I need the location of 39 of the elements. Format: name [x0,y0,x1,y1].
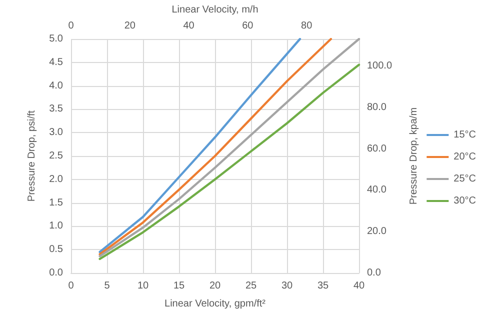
x2-tick-label: 40 [183,20,195,32]
y-axis-title: Pressure Drop, psi/ft [26,110,38,202]
x2-tick-label: 0 [68,20,74,32]
x-tick-label: 40 [353,280,365,292]
y-tick-label: 3.0 [49,127,64,138]
y-tick-label: 2.5 [49,150,64,162]
x-tick-label: 10 [137,280,149,292]
y-tick-label: 4.5 [49,56,64,68]
y-tick-label: 2.0 [49,174,64,185]
x2-tick-label: 80 [301,20,313,32]
y2-axis-title: Pressure Drop, kpa/m [408,107,420,205]
x-tick-label: 25 [245,280,257,292]
x-tick-label: 35 [317,280,329,292]
x2-axis-title: Linear Velocity, m/h [172,4,258,16]
legend-label: 15°C [454,130,476,140]
x-tick-label: 20 [209,280,221,292]
legend-label: 25°C [454,174,476,184]
y-tick-label: 3.5 [49,104,64,115]
y2-tick-label: 60.0 [367,143,387,154]
x2-tick-label: 20 [124,20,136,32]
x-tick-label: 0 [68,280,74,292]
legend-label: 30°C [454,196,476,206]
y2-tick-label: 40.0 [367,184,387,196]
x-tick-label: 15 [173,280,185,292]
y-tick-label: 1.5 [49,197,64,208]
y-tick-label: 1.0 [49,220,64,232]
y-tick-label: 0.0 [49,268,64,278]
y2-tick-label: 80.0 [367,102,387,113]
x-axis-title: Linear Velocity, gpm/ft² [164,298,266,310]
x-tick-label: 5 [104,280,110,292]
x-tick-label: 30 [281,280,293,292]
x2-tick-label: 60 [242,20,254,32]
y-tick-label: 4.0 [49,80,64,92]
y2-tick-label: 20.0 [367,226,387,238]
legend-label: 20°C [454,152,476,162]
y2-tick-label: 0.0 [367,268,382,278]
y2-tick-label: 100.0 [367,60,392,72]
y-tick-label: 5.0 [49,34,64,44]
y-tick-label: 0.5 [49,244,64,256]
